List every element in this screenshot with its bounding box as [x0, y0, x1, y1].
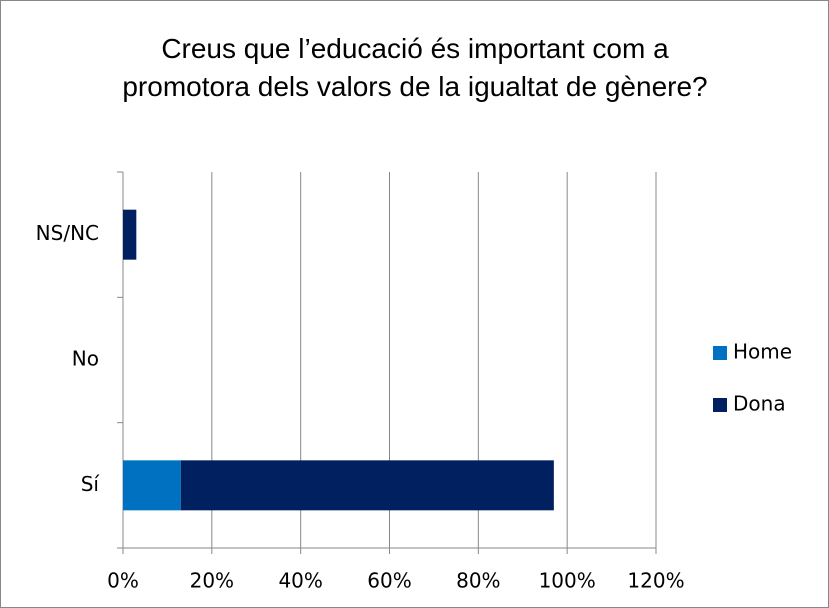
bar	[180, 460, 554, 511]
x-tick-label: 20%	[190, 569, 234, 593]
x-tick-label: 60%	[367, 569, 411, 593]
y-tick-label: No	[72, 347, 99, 371]
x-tick-label: 80%	[456, 569, 500, 593]
bar	[123, 460, 181, 511]
bar	[123, 209, 137, 260]
legend-label: Dona	[733, 392, 786, 416]
chart-title: Creus que l’educació és important com a …	[122, 33, 708, 102]
legend-swatch	[713, 346, 727, 360]
legend-label: Home	[733, 340, 792, 364]
legend-swatch	[713, 398, 727, 412]
x-tick-label: 0%	[107, 569, 139, 593]
y-tick-label: NS/NC	[36, 221, 99, 245]
x-tick-label: 100%	[539, 569, 596, 593]
x-tick-label: 120%	[627, 569, 684, 593]
x-tick-label: 40%	[278, 569, 322, 593]
y-tick-label: Sí	[81, 472, 101, 496]
